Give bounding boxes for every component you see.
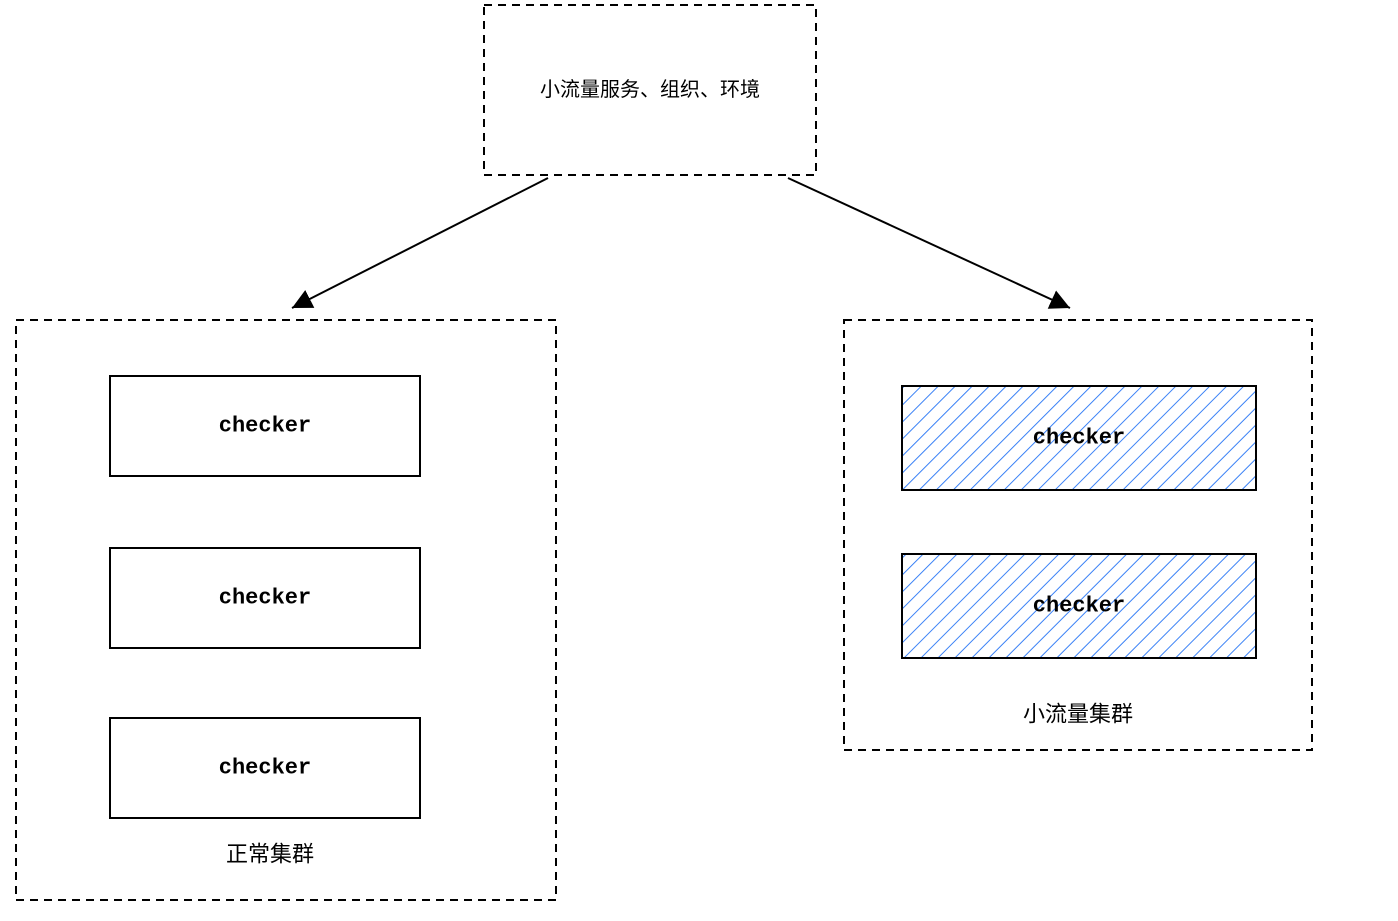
cluster-label: 小流量集群 [1023,702,1133,727]
box-label: checker [219,414,311,439]
cluster-label: 正常集群 [226,842,314,867]
box-label: checker [219,756,311,781]
box-label: checker [1033,426,1125,451]
cluster-container [844,320,1312,750]
diagram-canvas: 小流量服务、组织、环境 checker checker checker 正常集群 chec… [0,0,1398,921]
box-label: checker [219,586,311,611]
arrow [788,178,1070,308]
box-label: checker [1033,594,1125,619]
arrow [292,178,548,308]
top-box-label: 小流量服务、组织、环境 [540,78,760,101]
